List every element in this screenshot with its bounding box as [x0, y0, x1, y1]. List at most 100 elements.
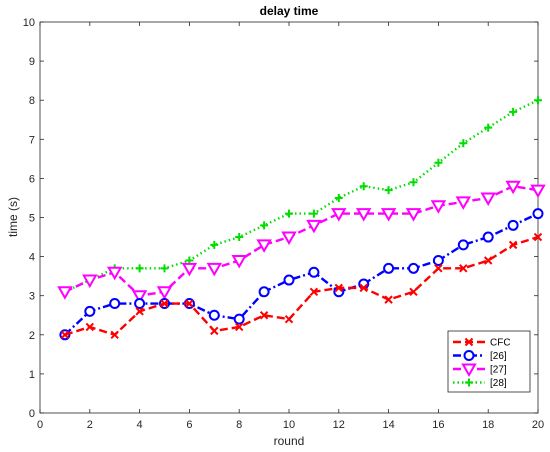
y-tick-label: 2: [29, 330, 35, 342]
legend-label: CFC: [490, 338, 511, 349]
data-point: [532, 208, 544, 220]
data-point: [160, 264, 169, 273]
data-point: [434, 158, 443, 167]
x-tick-label: 12: [333, 419, 345, 431]
data-point: [405, 208, 422, 222]
data-point: [134, 298, 146, 310]
y-axis: 0 1 2 3 4 5 6 7 8 9 10: [23, 17, 538, 420]
data-point: [233, 313, 245, 325]
legend-marker: [464, 337, 474, 347]
data-point: [85, 322, 95, 332]
x-axis-label: round: [274, 434, 305, 448]
legend-box: [447, 330, 531, 393]
series-CFC-group: [60, 232, 543, 340]
data-point: [459, 139, 468, 148]
data-point: [234, 322, 244, 332]
data-point: [60, 330, 70, 340]
data-point: [135, 264, 144, 273]
data-point: [507, 219, 519, 231]
data-point: [434, 264, 443, 273]
data-point: [256, 239, 272, 253]
y-axis-label: time (s): [6, 197, 20, 237]
y-tick-label: 6: [29, 173, 35, 185]
x-tick-label: 4: [137, 419, 143, 431]
x-tick-label: 2: [87, 419, 93, 431]
data-point: [260, 221, 269, 230]
x-tick-label: 0: [37, 419, 43, 431]
data-point: [334, 283, 344, 293]
series-line: [64, 184, 539, 297]
y-tick-label: 9: [29, 56, 35, 68]
data-point: [160, 299, 169, 308]
data-point: [231, 255, 247, 269]
data-point: [57, 286, 73, 300]
series-line: [64, 235, 539, 337]
y-tick-label: 3: [29, 291, 35, 303]
data-point: [110, 330, 119, 340]
y-tick-label: 10: [23, 17, 35, 29]
series-layer: [57, 96, 546, 341]
y-tick-label: 0: [29, 408, 35, 420]
series-line: [64, 99, 539, 293]
data-point: [505, 180, 521, 195]
data-point: [283, 274, 295, 286]
data-point: [109, 298, 121, 310]
data-point: [281, 231, 297, 246]
data-point: [480, 192, 496, 206]
legend-label: [26]: [490, 351, 507, 362]
data-point: [210, 240, 219, 249]
y-tick-label: 1: [29, 369, 35, 381]
data-point: [409, 287, 418, 296]
data-point: [210, 326, 219, 336]
data-point: [530, 184, 546, 199]
data-point: [106, 266, 123, 281]
x-tick-label: 14: [382, 419, 394, 431]
data-point: [432, 255, 444, 267]
x-tick-label: 10: [283, 419, 295, 431]
legend-label: [28]: [490, 378, 507, 389]
data-point: [509, 107, 518, 116]
data-point: [84, 305, 96, 317]
legend-label: [27]: [490, 365, 507, 376]
data-point: [308, 266, 320, 278]
data-point: [384, 186, 393, 195]
data-point: [156, 286, 173, 300]
data-point: [206, 262, 223, 277]
data-point: [185, 299, 194, 308]
y-tick-label: 5: [29, 213, 35, 225]
x-tick-label: 6: [186, 419, 192, 431]
data-point: [135, 307, 144, 316]
data-point: [483, 256, 493, 265]
data-point: [131, 290, 148, 304]
data-point: [331, 208, 347, 222]
data-point: [235, 233, 244, 242]
data-point: [508, 240, 518, 250]
y-tick-label: 7: [29, 134, 35, 146]
data-point: [181, 262, 198, 277]
data-point: [430, 200, 447, 214]
series-27-group: [57, 180, 546, 304]
data-point: [284, 314, 294, 324]
data-point: [82, 274, 98, 289]
x-tick-label: 18: [482, 419, 494, 431]
data-point: [355, 208, 372, 222]
data-point: [533, 232, 543, 242]
data-point: [457, 239, 469, 251]
legend-marker: [463, 350, 475, 361]
data-point: [409, 178, 418, 187]
x-tick-label: 16: [432, 419, 444, 431]
legend-marker: [465, 378, 473, 387]
data-point: [208, 309, 220, 321]
data-point: [384, 295, 393, 304]
data-point: [380, 208, 397, 222]
data-point: [534, 96, 542, 105]
data-point: [484, 123, 493, 132]
data-point: [309, 209, 318, 218]
data-point: [359, 182, 368, 191]
y-tick-label: 8: [29, 95, 35, 107]
data-point: [459, 264, 468, 273]
data-point: [309, 287, 319, 296]
y-tick-label: 4: [29, 252, 35, 264]
data-point: [259, 311, 269, 320]
